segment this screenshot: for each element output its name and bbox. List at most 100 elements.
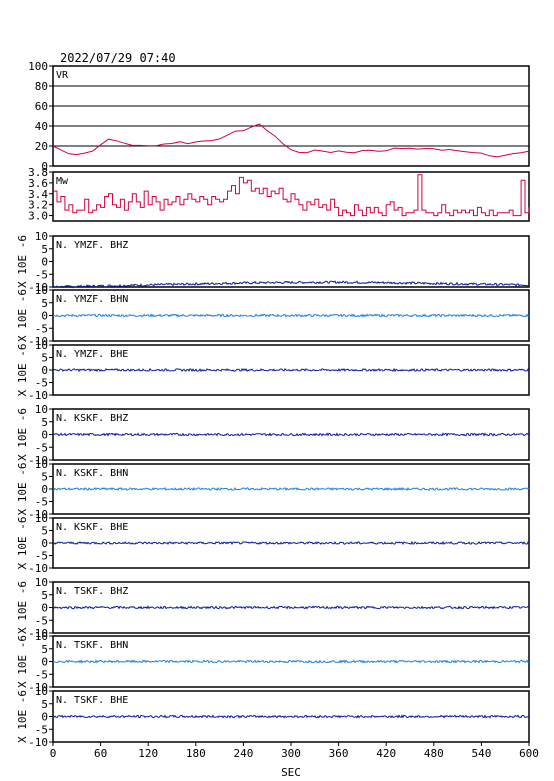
y-tick-label: 3.4 <box>28 188 48 201</box>
y-tick-label: 10 <box>35 339 48 352</box>
y-tick-label: 10 <box>35 685 48 698</box>
series-line <box>53 486 530 492</box>
y-axis-label: X 10E -6 <box>16 581 29 634</box>
y-tick-label: 5 <box>41 698 48 711</box>
y-tick-label: 10 <box>35 230 48 243</box>
y-tick-label: -10 <box>28 281 48 294</box>
x-axis-label: SEC <box>281 766 301 779</box>
y-tick-label: 0 <box>41 364 48 377</box>
y-tick-label: -10 <box>28 736 48 749</box>
y-tick-label: -10 <box>28 508 48 521</box>
y-tick-label: 10 <box>35 284 48 297</box>
y-tick-label: 10 <box>35 630 48 643</box>
y-tick-label: -10 <box>28 627 48 640</box>
y-tick-label: -5 <box>35 496 48 509</box>
y-tick-label: 5 <box>41 589 48 602</box>
y-tick-label: -10 <box>28 389 48 402</box>
y-tick-label: -10 <box>28 335 48 348</box>
x-tick-label: 600 <box>519 747 539 760</box>
y-tick-label: 0 <box>41 429 48 442</box>
y-tick-label: 100 <box>28 60 48 73</box>
y-tick-label: 0 <box>41 537 48 550</box>
panel-0: 0 20 40 60 80 100 VR <box>28 60 530 173</box>
x-tick-label: 180 <box>186 747 206 760</box>
y-tick-label: 40 <box>35 120 48 133</box>
panel-label: N. TSKF. BHN <box>56 640 128 651</box>
panel-label: N. YMZF. BHN <box>56 294 128 305</box>
x-tick-label: 540 <box>471 747 491 760</box>
y-axis-label: X 10E -6 <box>16 408 29 461</box>
x-tick-label: 240 <box>233 747 253 760</box>
y-axis-label: X 10E -6 <box>16 235 29 288</box>
series-line <box>52 432 530 437</box>
series-line <box>52 313 529 318</box>
series-line <box>52 659 529 664</box>
y-tick-label: -5 <box>35 723 48 736</box>
y-tick-label: 5 <box>41 243 48 256</box>
series-line <box>52 280 530 289</box>
x-tick-label: 0 <box>50 747 57 760</box>
series-line <box>53 174 530 217</box>
y-axis-label: X 10E -6 <box>16 289 29 342</box>
y-tick-label: -10 <box>28 454 48 467</box>
y-tick-label: 5 <box>41 352 48 365</box>
y-tick-label: 10 <box>35 403 48 416</box>
panel-1: 3.03.23.43.63.8 Mw <box>28 166 530 223</box>
y-tick-label: -5 <box>35 441 48 454</box>
y-tick-label: 5 <box>41 471 48 484</box>
y-axis-label: X 10E -6 <box>16 463 29 516</box>
y-tick-label: 5 <box>41 416 48 429</box>
y-axis-label: X 10E -6 <box>16 690 29 743</box>
x-tick-label: 480 <box>424 747 444 760</box>
y-tick-label: 3.6 <box>28 177 48 190</box>
y-tick-label: -5 <box>35 614 48 627</box>
series-line <box>52 714 530 719</box>
series-line <box>52 367 530 373</box>
panel-label: N. KSKF. BHE <box>56 522 128 533</box>
series-line <box>52 540 530 546</box>
panel-frame <box>52 171 530 222</box>
y-tick-label: -10 <box>28 681 48 694</box>
y-axis-label: X 10E -6 <box>16 517 29 570</box>
y-tick-label: 0 <box>41 711 48 724</box>
x-tick-label: 60 <box>94 747 107 760</box>
y-tick-label: 0 <box>41 483 48 496</box>
panel-label: N. KSKF. BHN <box>56 468 128 479</box>
series-line <box>52 605 530 610</box>
y-tick-label: 0 <box>41 256 48 269</box>
y-tick-label: 10 <box>35 458 48 471</box>
x-tick-label: 300 <box>281 747 301 760</box>
y-tick-label: -5 <box>35 668 48 681</box>
figure-title: 2022/07/29 07:40 <box>60 51 176 65</box>
y-tick-label: -10 <box>28 562 48 575</box>
y-tick-label: 3.8 <box>28 166 48 179</box>
y-tick-label: 20 <box>35 140 48 153</box>
panel-frame <box>52 65 530 167</box>
y-tick-label: 0 <box>41 310 48 323</box>
panel-label: N. KSKF. BHZ <box>56 413 128 424</box>
y-axis-label: X 10E -6 <box>16 635 29 688</box>
series-line <box>52 123 530 158</box>
y-tick-label: 3.0 <box>28 210 48 223</box>
panels: 020406080100VR3.03.23.43.63.8Mw-10-50510… <box>16 60 530 749</box>
y-tick-label: 5 <box>41 525 48 538</box>
y-tick-label: 80 <box>35 80 48 93</box>
y-tick-label: 0 <box>41 160 48 173</box>
panel-label: N. YMZF. BHE <box>56 349 128 360</box>
y-tick-label: -5 <box>35 322 48 335</box>
panel-label: N. YMZF. BHZ <box>56 240 128 251</box>
y-tick-label: -5 <box>35 550 48 563</box>
y-tick-label: 60 <box>35 100 48 113</box>
x-axis: 0 60 120 180 240 300 360 420 480 540 600 <box>50 742 539 760</box>
y-tick-label: 3.2 <box>28 199 48 212</box>
y-tick-label: -5 <box>35 377 48 390</box>
x-tick-label: 420 <box>376 747 396 760</box>
y-tick-label: 5 <box>41 297 48 310</box>
y-tick-label: 0 <box>41 656 48 669</box>
